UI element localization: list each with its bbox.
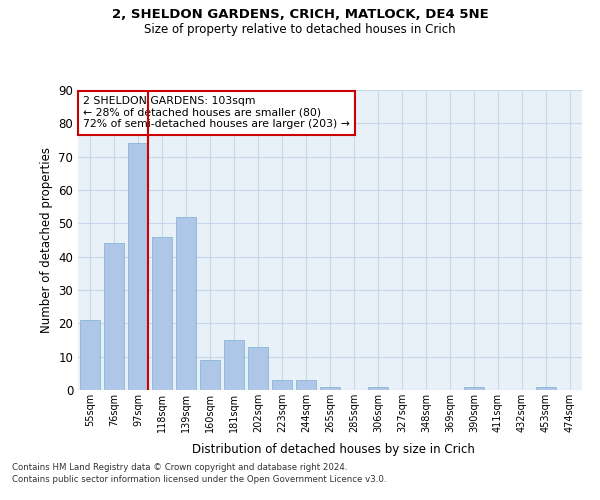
- Text: Size of property relative to detached houses in Crich: Size of property relative to detached ho…: [144, 22, 456, 36]
- Y-axis label: Number of detached properties: Number of detached properties: [40, 147, 53, 333]
- Bar: [224, 340, 244, 390]
- Bar: [128, 144, 148, 390]
- Bar: [464, 386, 484, 390]
- Bar: [368, 386, 388, 390]
- Bar: [152, 236, 172, 390]
- Text: Contains public sector information licensed under the Open Government Licence v3: Contains public sector information licen…: [12, 475, 386, 484]
- Bar: [320, 386, 340, 390]
- Text: Contains HM Land Registry data © Crown copyright and database right 2024.: Contains HM Land Registry data © Crown c…: [12, 464, 347, 472]
- Bar: [200, 360, 220, 390]
- Bar: [176, 216, 196, 390]
- Bar: [536, 386, 556, 390]
- Text: 2, SHELDON GARDENS, CRICH, MATLOCK, DE4 5NE: 2, SHELDON GARDENS, CRICH, MATLOCK, DE4 …: [112, 8, 488, 20]
- Bar: [80, 320, 100, 390]
- Bar: [104, 244, 124, 390]
- Bar: [296, 380, 316, 390]
- Text: 2 SHELDON GARDENS: 103sqm
← 28% of detached houses are smaller (80)
72% of semi-: 2 SHELDON GARDENS: 103sqm ← 28% of detac…: [83, 96, 350, 129]
- Bar: [272, 380, 292, 390]
- Text: Distribution of detached houses by size in Crich: Distribution of detached houses by size …: [191, 442, 475, 456]
- Bar: [248, 346, 268, 390]
